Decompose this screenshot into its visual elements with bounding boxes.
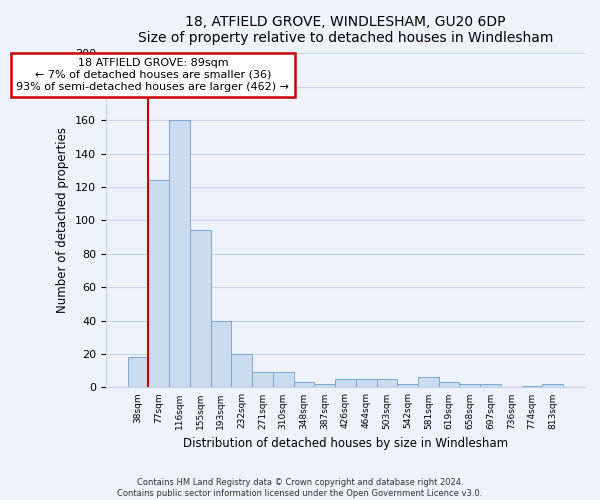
Bar (377, 379, 397, 388)
Bar (418, 378, 439, 388)
Bar (335, 379, 356, 388)
Bar (542, 384, 563, 388)
Title: 18, ATFIELD GROVE, WINDLESHAM, GU20 6DP
Size of property relative to detached ho: 18, ATFIELD GROVE, WINDLESHAM, GU20 6DP … (138, 15, 553, 45)
Bar (232, 354, 252, 388)
Bar (169, 120, 190, 388)
Bar (190, 230, 211, 388)
Bar (460, 384, 480, 388)
Y-axis label: Number of detached properties: Number of detached properties (56, 128, 70, 314)
Bar (293, 382, 314, 388)
Bar (397, 384, 418, 388)
Bar (522, 386, 542, 388)
Bar (273, 372, 293, 388)
Bar (252, 372, 273, 388)
Text: 18 ATFIELD GROVE: 89sqm
← 7% of detached houses are smaller (36)
93% of semi-det: 18 ATFIELD GROVE: 89sqm ← 7% of detached… (16, 58, 289, 92)
Bar (148, 180, 169, 388)
Bar (128, 358, 148, 388)
Bar (480, 384, 501, 388)
Bar (211, 320, 232, 388)
Bar (356, 379, 377, 388)
X-axis label: Distribution of detached houses by size in Windlesham: Distribution of detached houses by size … (183, 437, 508, 450)
Bar (439, 382, 460, 388)
Text: Contains HM Land Registry data © Crown copyright and database right 2024.
Contai: Contains HM Land Registry data © Crown c… (118, 478, 482, 498)
Bar (314, 384, 335, 388)
